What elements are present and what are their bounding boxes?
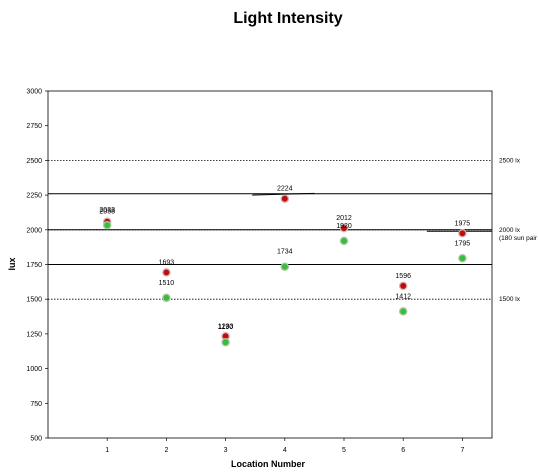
data-point: [162, 293, 171, 303]
data-point: [398, 307, 408, 316]
data-point: [458, 229, 467, 238]
data-label: 1233: [218, 323, 234, 330]
data-label: 2012: [336, 215, 352, 222]
y-tick-label: 2500: [26, 158, 42, 165]
data-point: [280, 262, 290, 271]
data-label: 1693: [159, 259, 175, 266]
data-label: 1795: [455, 240, 471, 247]
y-tick-label: 1250: [26, 331, 42, 338]
y-tick-label: 1000: [26, 366, 42, 373]
data-label: 1510: [159, 280, 175, 287]
data-point: [339, 223, 349, 233]
data-point: [221, 337, 230, 347]
x-tick-label: 7: [460, 447, 464, 454]
data-label: 2058: [99, 209, 115, 216]
chart-title: Light Intensity: [233, 10, 342, 27]
x-tick-label: 4: [283, 447, 287, 454]
data-label: 1975: [455, 220, 471, 227]
x-tick-label: 3: [224, 447, 228, 454]
y-tick-label: 3000: [26, 89, 42, 96]
x-tick-label: 1: [105, 447, 109, 454]
data-label: 1596: [395, 273, 411, 280]
data-label: 2224: [277, 186, 293, 193]
x-tick-label: 2: [164, 447, 168, 454]
data-point: [339, 236, 349, 246]
data-point: [458, 254, 467, 263]
data-point: [280, 194, 290, 203]
y-tick-label: 500: [30, 436, 42, 443]
plot-area: 500 750 1000 1250 1500 1750 2000 2250 2500 2750 30…: [26, 89, 537, 455]
x-axis-label: Location Number: [231, 459, 306, 469]
y-tick-label: 2250: [26, 193, 42, 200]
data-point: [102, 220, 112, 230]
y-tick-label: 2000: [26, 227, 42, 234]
y-axis-label: lux: [7, 257, 17, 270]
data-label: 2033: [99, 207, 115, 214]
y-tick-label: 1500: [26, 297, 42, 304]
reference-line-label: 2000 lx: [499, 227, 521, 234]
reference-line-label: 2500 lx: [499, 157, 521, 164]
reference-line-label: 1500 lx: [499, 296, 521, 303]
x-tick-label: 6: [401, 447, 405, 454]
solid-level-line: [252, 192, 315, 196]
y-tick-label: 750: [30, 401, 42, 408]
data-point: [162, 268, 171, 277]
data-point: [398, 281, 408, 291]
data-label: 1734: [277, 249, 293, 256]
data-label: 1412: [395, 293, 411, 300]
x-tick-label: 5: [342, 447, 346, 454]
data-label: 1920: [336, 223, 352, 230]
data-label: 1190: [218, 324, 233, 331]
reference-line-sublabel: (180 sun pair: [499, 235, 538, 242]
y-tick-label: 2750: [26, 123, 42, 130]
y-tick-label: 1750: [26, 262, 42, 269]
